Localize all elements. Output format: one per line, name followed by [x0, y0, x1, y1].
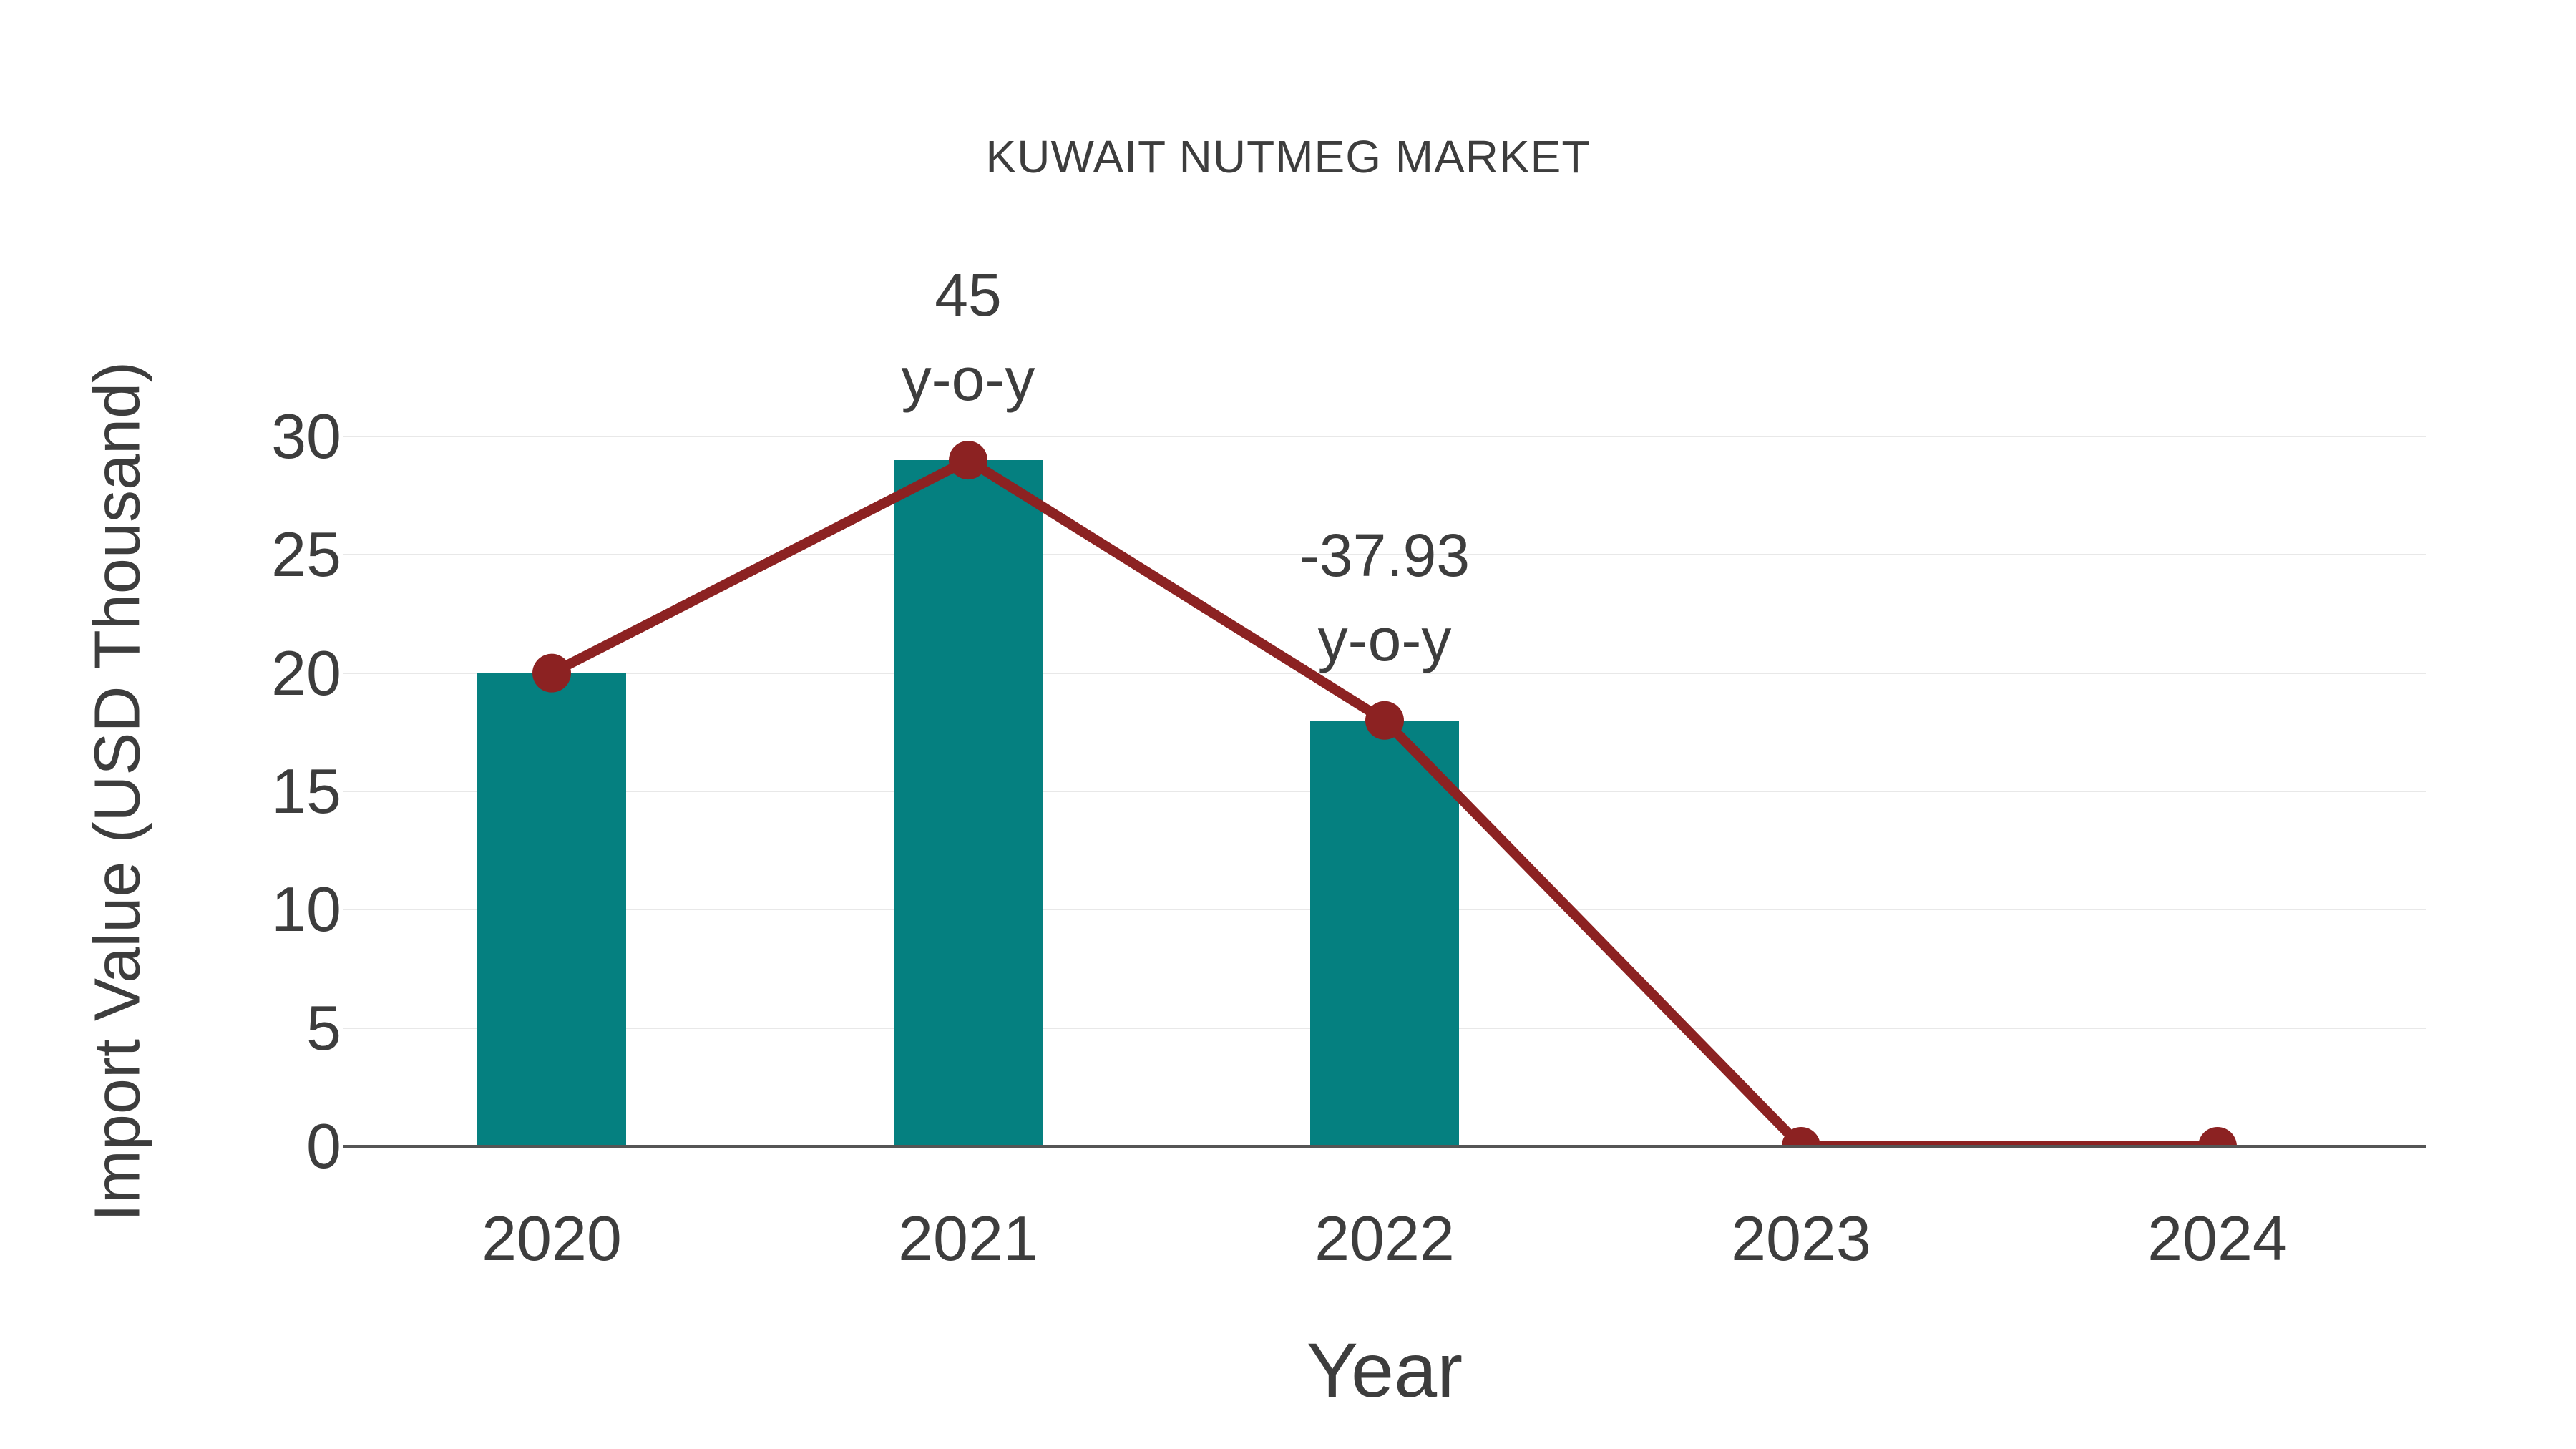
line-marker-2023 — [1782, 1127, 1820, 1146]
y-tick-label: 20 — [271, 637, 341, 708]
x-tick-label-2023: 2023 — [1731, 1203, 1871, 1274]
chart-title: KUWAIT NUTMEG MARKET — [985, 131, 1591, 182]
annotation-line: -37.93 — [1299, 521, 1470, 589]
line-marker-2022 — [1365, 701, 1404, 740]
annotation-2022: -37.93 y-o-y — [1134, 513, 1635, 682]
gridline — [343, 554, 2426, 556]
bar-2022 — [1310, 720, 1459, 1146]
line-series-layer — [532, 441, 2237, 1146]
x-tick-label-2020: 2020 — [482, 1203, 622, 1274]
y-tick-label: 15 — [271, 756, 341, 826]
x-tick-label-2021: 2021 — [898, 1203, 1038, 1274]
gridline — [343, 672, 2426, 674]
y-tick-label: 10 — [271, 874, 341, 945]
annotation-line: 45 — [935, 261, 1002, 329]
y-tick-label: 25 — [271, 519, 341, 590]
bar-2021 — [894, 460, 1043, 1146]
x-axis-line — [343, 1145, 2426, 1148]
gridline — [343, 436, 2426, 437]
line-marker-2021 — [949, 441, 987, 480]
annotation-line: y-o-y — [1317, 605, 1452, 673]
y-tick-label: 30 — [271, 401, 341, 472]
line-marker-2020 — [532, 653, 571, 693]
y-tick-label: 0 — [306, 1111, 341, 1181]
annotation-2021: 45 y-o-y — [718, 253, 1219, 421]
x-tick-label-2024: 2024 — [2147, 1203, 2288, 1274]
x-axis-title: Year — [1306, 1327, 1463, 1413]
x-tick-label-2022: 2022 — [1314, 1203, 1455, 1274]
bar-2020 — [477, 673, 626, 1146]
y-tick-label: 5 — [306, 992, 341, 1063]
annotation-line: y-o-y — [901, 346, 1035, 414]
line-marker-2024 — [2198, 1127, 2237, 1146]
